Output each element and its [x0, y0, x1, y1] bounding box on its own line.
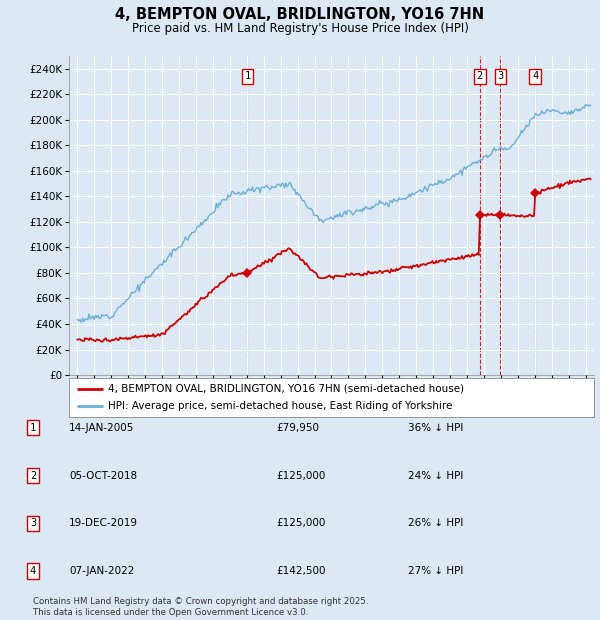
Text: £125,000: £125,000 — [276, 518, 325, 528]
Text: £142,500: £142,500 — [276, 566, 325, 576]
Text: HPI: Average price, semi-detached house, East Riding of Yorkshire: HPI: Average price, semi-detached house,… — [109, 401, 453, 411]
Text: 24% ↓ HPI: 24% ↓ HPI — [408, 471, 463, 480]
Text: £79,950: £79,950 — [276, 423, 319, 433]
Text: 3: 3 — [30, 518, 36, 528]
Text: 4: 4 — [30, 566, 36, 576]
Text: 1: 1 — [30, 423, 36, 433]
Text: 2: 2 — [477, 71, 483, 81]
Text: Contains HM Land Registry data © Crown copyright and database right 2025.
This d: Contains HM Land Registry data © Crown c… — [33, 598, 368, 617]
Text: 26% ↓ HPI: 26% ↓ HPI — [408, 518, 463, 528]
Text: 3: 3 — [497, 71, 503, 81]
Text: Price paid vs. HM Land Registry's House Price Index (HPI): Price paid vs. HM Land Registry's House … — [131, 22, 469, 35]
Text: 2: 2 — [30, 471, 36, 480]
Text: 05-OCT-2018: 05-OCT-2018 — [69, 471, 137, 480]
Text: 1: 1 — [244, 71, 251, 81]
Text: 19-DEC-2019: 19-DEC-2019 — [69, 518, 138, 528]
Text: 36% ↓ HPI: 36% ↓ HPI — [408, 423, 463, 433]
Text: 07-JAN-2022: 07-JAN-2022 — [69, 566, 134, 576]
Text: 4, BEMPTON OVAL, BRIDLINGTON, YO16 7HN: 4, BEMPTON OVAL, BRIDLINGTON, YO16 7HN — [115, 7, 485, 22]
Text: 27% ↓ HPI: 27% ↓ HPI — [408, 566, 463, 576]
Text: 14-JAN-2005: 14-JAN-2005 — [69, 423, 134, 433]
Text: 4: 4 — [532, 71, 538, 81]
Text: £125,000: £125,000 — [276, 471, 325, 480]
Text: 4, BEMPTON OVAL, BRIDLINGTON, YO16 7HN (semi-detached house): 4, BEMPTON OVAL, BRIDLINGTON, YO16 7HN (… — [109, 384, 464, 394]
